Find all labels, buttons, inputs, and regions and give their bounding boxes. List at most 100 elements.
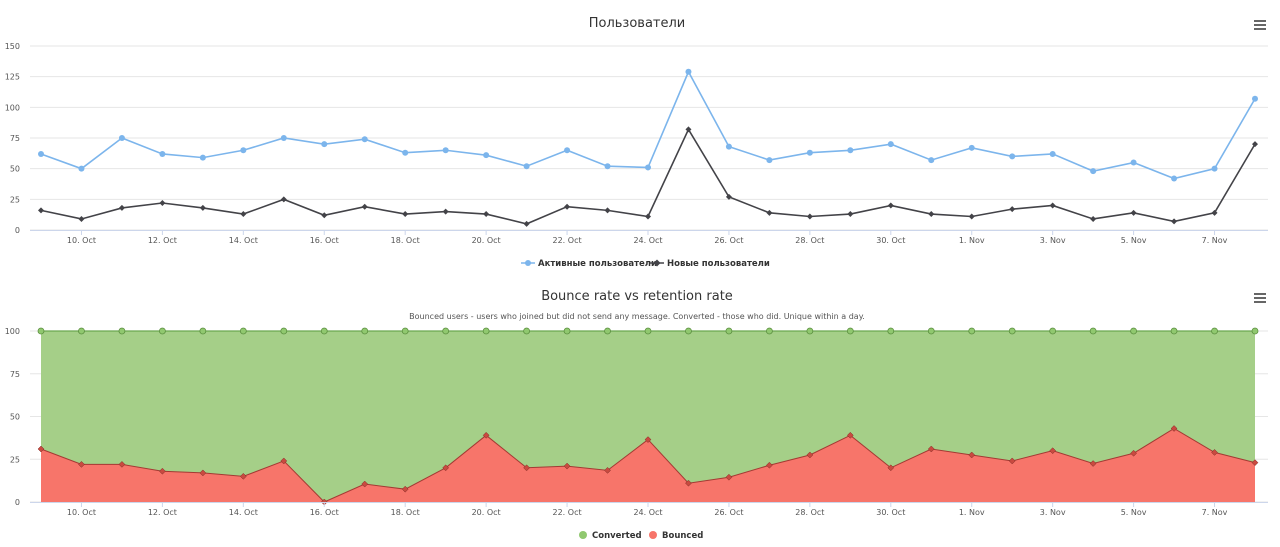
data-point[interactable] [1008,327,1016,335]
data-point[interactable] [1090,215,1097,222]
legend-item-active-users[interactable]: Активные пользователи [521,259,657,269]
data-point[interactable] [887,141,894,148]
data-point[interactable] [402,149,409,156]
data-point[interactable] [1009,206,1016,213]
data-point[interactable] [1130,159,1137,166]
data-point[interactable] [361,203,368,210]
data-point[interactable] [645,213,651,220]
data-point[interactable] [645,164,651,171]
data-point[interactable] [968,451,976,459]
data-point[interactable] [1089,327,1097,335]
data-point[interactable] [968,144,975,151]
data-point[interactable] [1211,209,1218,216]
data-point[interactable] [1252,141,1258,148]
data-point[interactable] [159,150,166,157]
data-point[interactable] [846,431,854,439]
legend-item-converted[interactable]: Converted [579,531,642,541]
data-point[interactable] [725,143,732,150]
data-point[interactable] [887,464,895,472]
data-point[interactable] [806,451,814,459]
data-point[interactable] [968,213,975,220]
data-point[interactable] [1211,327,1218,335]
data-point[interactable] [239,472,247,480]
data-point[interactable] [199,469,207,477]
data-point[interactable] [806,327,814,335]
data-point[interactable] [401,485,409,493]
data-point[interactable] [483,211,490,218]
data-point[interactable] [280,196,287,203]
data-point[interactable] [685,327,692,335]
data-point[interactable] [402,211,409,218]
data-point[interactable] [725,193,732,200]
menu-icon[interactable] [1254,20,1266,30]
data-point[interactable] [442,464,450,472]
data-point[interactable] [523,220,530,227]
data-point[interactable] [1211,165,1218,172]
data-point[interactable] [361,480,369,488]
data-point[interactable] [442,327,450,335]
data-point[interactable] [280,135,287,141]
data-point[interactable] [604,163,611,170]
data-point[interactable] [1130,209,1137,216]
menu-icon[interactable] [1254,293,1266,303]
data-point[interactable] [927,327,935,335]
data-point[interactable] [240,211,247,218]
data-point[interactable] [725,327,733,335]
data-point[interactable] [604,207,611,214]
data-point[interactable] [118,204,125,211]
data-point[interactable] [523,163,530,170]
data-point[interactable] [1049,327,1057,335]
data-point[interactable] [523,327,530,335]
data-point[interactable] [644,327,652,335]
data-point[interactable] [38,150,44,157]
data-point[interactable] [118,327,126,335]
data-point[interactable] [725,473,733,481]
data-point[interactable] [1089,460,1097,467]
data-point[interactable] [1170,425,1178,432]
data-point[interactable] [1170,327,1178,335]
data-point[interactable] [159,200,166,207]
data-point[interactable] [118,135,125,141]
data-point[interactable] [118,461,126,468]
data-point[interactable] [644,436,652,443]
data-point[interactable] [604,327,611,335]
data-point[interactable] [847,147,854,154]
data-point[interactable] [199,327,207,335]
data-point[interactable] [78,461,85,468]
data-point[interactable] [1252,95,1258,102]
data-point[interactable] [604,467,611,474]
data-point[interactable] [766,209,773,216]
data-point[interactable] [806,213,813,220]
data-point[interactable] [240,147,247,154]
data-point[interactable] [199,154,206,161]
data-point[interactable] [927,445,935,453]
data-point[interactable] [78,327,85,335]
data-point[interactable] [766,157,773,164]
data-point[interactable] [685,126,692,133]
data-point[interactable] [928,211,935,218]
data-point[interactable] [563,462,571,470]
data-point[interactable] [442,208,449,215]
data-point[interactable] [239,327,247,335]
data-point[interactable] [37,327,45,335]
data-point[interactable] [1090,168,1097,175]
data-point[interactable] [1130,449,1137,457]
data-point[interactable] [158,327,166,335]
data-point[interactable] [563,327,571,335]
data-point[interactable] [968,327,976,335]
data-point[interactable] [1251,459,1259,467]
data-point[interactable] [78,215,85,222]
data-point[interactable] [806,149,813,156]
data-point[interactable] [483,152,490,159]
data-point[interactable] [766,461,773,469]
data-point[interactable] [685,68,692,75]
data-point[interactable] [685,479,692,487]
legend-item-bounced[interactable]: Bounced [649,531,703,541]
data-point[interactable] [482,431,490,439]
data-point[interactable] [1171,175,1178,182]
legend-item-new-users[interactable]: Новые пользователи [650,259,770,269]
data-point[interactable] [1049,447,1057,455]
data-point[interactable] [401,327,409,335]
data-point[interactable] [1211,449,1218,456]
data-point[interactable] [1009,153,1016,160]
